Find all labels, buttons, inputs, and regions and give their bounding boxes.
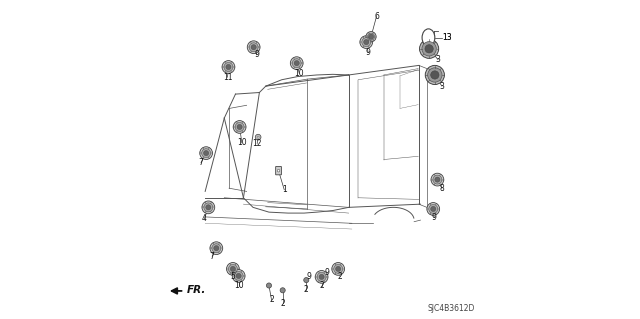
Text: 7: 7 <box>210 252 214 261</box>
Circle shape <box>364 40 369 45</box>
Circle shape <box>292 59 301 68</box>
Circle shape <box>237 124 242 130</box>
Circle shape <box>222 61 235 73</box>
Circle shape <box>257 136 259 138</box>
Circle shape <box>335 266 340 271</box>
Circle shape <box>227 263 239 275</box>
Text: SJC4B3612D: SJC4B3612D <box>428 304 475 313</box>
Circle shape <box>362 38 371 47</box>
Circle shape <box>422 42 436 56</box>
Text: 13: 13 <box>442 33 452 42</box>
Text: 2: 2 <box>280 299 285 308</box>
Text: 3: 3 <box>436 55 440 64</box>
Text: 5: 5 <box>230 272 236 281</box>
Text: 2: 2 <box>269 295 274 304</box>
Text: 2: 2 <box>338 272 342 281</box>
Circle shape <box>230 266 236 271</box>
Circle shape <box>420 39 438 58</box>
Circle shape <box>204 203 213 212</box>
Circle shape <box>204 151 209 156</box>
Circle shape <box>251 45 256 50</box>
Circle shape <box>319 274 324 279</box>
Circle shape <box>249 43 258 52</box>
Text: 2: 2 <box>304 285 308 294</box>
Circle shape <box>366 32 376 42</box>
Circle shape <box>232 270 245 282</box>
Circle shape <box>236 273 241 278</box>
Circle shape <box>367 33 374 40</box>
Circle shape <box>206 205 211 210</box>
Circle shape <box>332 263 344 275</box>
Circle shape <box>277 169 280 172</box>
Text: 9: 9 <box>365 48 371 57</box>
Circle shape <box>433 175 442 184</box>
Circle shape <box>316 271 328 283</box>
Circle shape <box>226 64 231 70</box>
Text: 2: 2 <box>319 281 324 290</box>
Text: 9: 9 <box>307 272 312 281</box>
Text: 12: 12 <box>252 139 262 148</box>
Circle shape <box>255 134 261 140</box>
Circle shape <box>291 57 303 70</box>
Circle shape <box>280 288 285 293</box>
Text: 6: 6 <box>374 12 379 21</box>
Circle shape <box>435 177 440 182</box>
Circle shape <box>431 206 436 211</box>
Circle shape <box>427 203 440 215</box>
Circle shape <box>333 264 342 273</box>
Circle shape <box>210 242 223 255</box>
Circle shape <box>233 121 246 133</box>
Circle shape <box>425 45 433 53</box>
Text: 7: 7 <box>198 158 204 167</box>
Text: 13: 13 <box>442 33 452 42</box>
Circle shape <box>431 71 439 79</box>
Circle shape <box>212 244 221 253</box>
Circle shape <box>247 41 260 54</box>
Circle shape <box>224 63 233 71</box>
Circle shape <box>214 246 219 251</box>
Circle shape <box>202 201 215 214</box>
FancyBboxPatch shape <box>276 167 282 175</box>
Text: 1: 1 <box>282 185 287 194</box>
Ellipse shape <box>422 29 435 46</box>
Circle shape <box>431 173 444 186</box>
Text: 9: 9 <box>432 213 436 222</box>
Text: FR.: FR. <box>187 285 206 295</box>
Circle shape <box>266 283 271 288</box>
Circle shape <box>360 36 372 48</box>
Circle shape <box>304 278 309 283</box>
Text: 8: 8 <box>440 184 444 193</box>
Text: 10: 10 <box>294 69 304 78</box>
Circle shape <box>234 271 243 280</box>
Circle shape <box>235 122 244 131</box>
Circle shape <box>317 272 326 281</box>
Circle shape <box>202 149 211 158</box>
Circle shape <box>429 204 438 213</box>
Text: 10: 10 <box>237 138 246 147</box>
Circle shape <box>294 61 300 66</box>
Text: 9: 9 <box>255 50 259 59</box>
Circle shape <box>200 147 212 160</box>
Text: 3: 3 <box>440 82 444 91</box>
Text: 11: 11 <box>223 73 232 82</box>
Text: 10: 10 <box>234 281 243 290</box>
Circle shape <box>369 34 374 39</box>
Text: 9: 9 <box>324 268 330 277</box>
Circle shape <box>425 65 444 85</box>
Text: 4: 4 <box>202 214 207 223</box>
Circle shape <box>428 68 442 82</box>
Circle shape <box>228 264 237 273</box>
